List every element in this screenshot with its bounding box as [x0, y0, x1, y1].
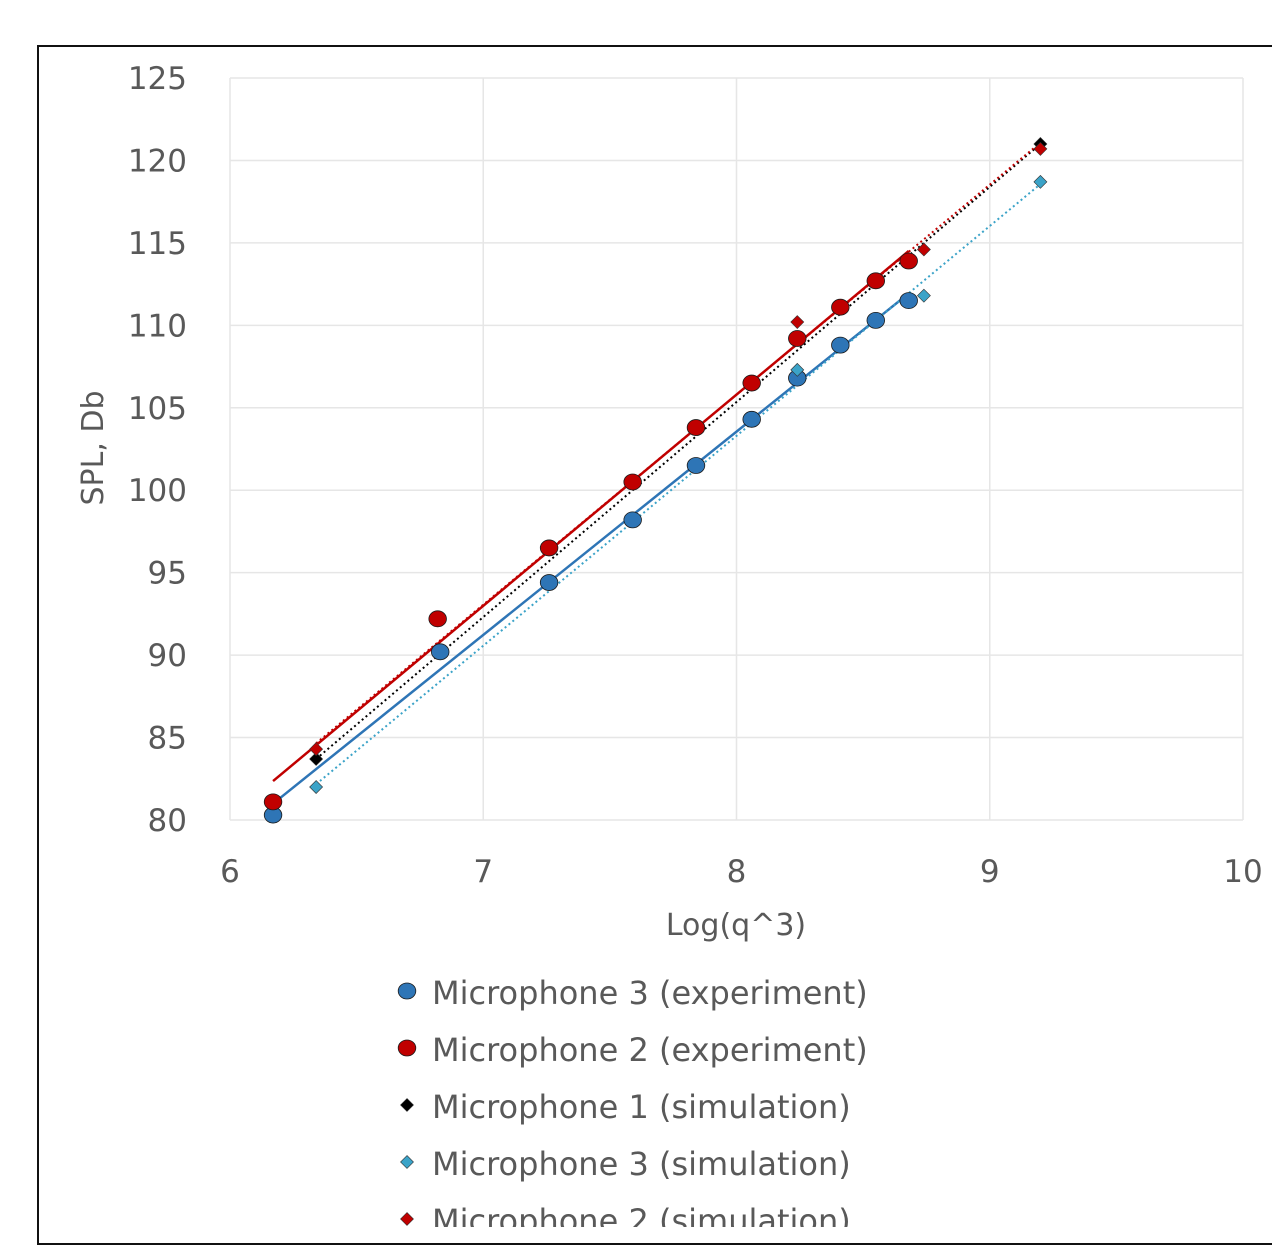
data-point-series-2 — [539, 539, 559, 557]
x-tick-label: 8 — [727, 854, 747, 890]
data-point-series-1 — [899, 292, 918, 310]
legend-label-4: Microphone 3 (simulation) — [432, 1145, 851, 1183]
data-point-series-1 — [742, 410, 761, 428]
data-point-series-5 — [790, 315, 805, 329]
data-point-series-3 — [309, 752, 324, 766]
data-point-series-5 — [309, 742, 324, 757]
data-point-series-4 — [309, 780, 324, 794]
data-point-series-1 — [623, 511, 642, 529]
data-point-series-1 — [430, 643, 450, 661]
y-axis-title: SPL, Db — [76, 390, 111, 505]
data-point-series-2 — [899, 252, 918, 270]
data-point-series-2 — [866, 272, 885, 290]
tick-labels: 6 7 8 9 10 80 85 90 95 100 105 110 115 120 125 — [128, 61, 1263, 890]
data-point-series-2 — [831, 298, 850, 316]
gridlines — [229, 77, 1244, 821]
data-point-series-1 — [539, 574, 559, 591]
legend-label-2: Microphone 2 (experiment) — [432, 1031, 868, 1069]
legend-label-5: Microphone 2 (simulation) — [432, 1202, 851, 1227]
legend-marker-5 — [400, 1212, 414, 1226]
y-tick-label: 80 — [148, 803, 187, 839]
data-point-series-4 — [916, 288, 931, 303]
x-tick-label: 6 — [220, 854, 240, 890]
legend-label-3: Microphone 1 (simulation) — [432, 1088, 851, 1126]
data-point-series-1 — [831, 336, 850, 354]
y-tick-label: 85 — [148, 721, 187, 757]
legend-marker-3 — [400, 1098, 414, 1112]
data-point-series-1 — [866, 311, 885, 329]
x-tick-label: 9 — [980, 854, 1000, 890]
data-points — [263, 137, 1048, 824]
legend-marker-4 — [400, 1155, 414, 1169]
y-tick-label: 110 — [128, 308, 187, 344]
legend-label-1: Microphone 3 (experiment) — [432, 974, 868, 1012]
data-point-series-1 — [686, 457, 706, 474]
y-tick-label: 105 — [128, 391, 187, 427]
data-point-series-5 — [916, 242, 931, 257]
data-point-series-4 — [1033, 174, 1048, 189]
trendline-series-4 — [315, 183, 1042, 785]
y-tick-label: 90 — [148, 638, 187, 674]
legend: Microphone 3 (experiment) Microphone 2 (e… — [397, 974, 868, 1227]
data-point-series-5 — [1033, 141, 1048, 156]
y-tick-label: 125 — [128, 61, 187, 97]
y-tick-label: 100 — [128, 473, 187, 509]
x-tick-label: 10 — [1223, 854, 1262, 890]
data-point-series-2 — [428, 610, 447, 628]
y-tick-label: 115 — [128, 226, 187, 262]
y-tick-label: 120 — [128, 143, 187, 179]
data-point-series-4 — [790, 362, 805, 377]
x-tick-label: 7 — [473, 854, 493, 890]
data-point-series-2 — [742, 374, 761, 392]
trendlines — [272, 141, 1042, 805]
data-point-series-2 — [686, 419, 706, 436]
legend-marker-1 — [397, 982, 417, 1000]
trendline-series-1 — [272, 292, 910, 805]
legend-marker-2 — [397, 1039, 417, 1057]
data-point-series-2 — [263, 793, 283, 811]
trendline-series-3 — [315, 143, 1042, 760]
data-point-series-2 — [623, 473, 642, 491]
x-axis-title: Log(q^3) — [666, 908, 806, 943]
data-point-series-2 — [788, 330, 807, 347]
trendline-series-5 — [315, 141, 1042, 745]
y-tick-label: 95 — [148, 556, 187, 592]
